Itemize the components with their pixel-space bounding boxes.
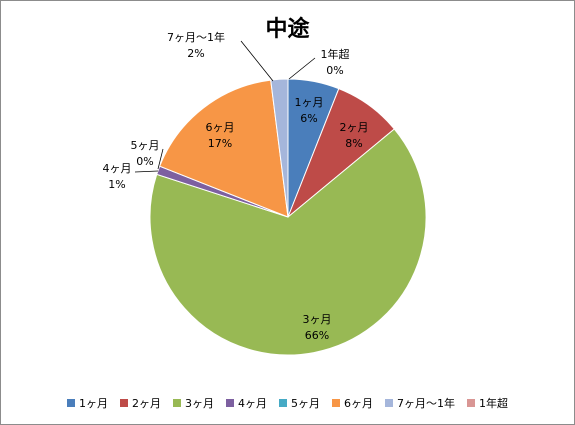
legend-item-6: 6ヶ月	[332, 395, 373, 411]
legend-swatch-7	[385, 399, 393, 407]
data-label-percent-1: 6%	[300, 112, 317, 125]
pie-slice-6	[159, 79, 289, 218]
legend-swatch-1	[67, 399, 75, 407]
data-label-category-5: 5ヶ月	[131, 139, 160, 152]
legend-swatch-3	[173, 399, 181, 407]
pie-slice-3	[149, 128, 427, 356]
legend-swatch-8	[467, 399, 475, 407]
data-label-category-7: 7ヶ月～1年	[167, 30, 225, 44]
legend-item-1: 1ヶ月	[67, 395, 108, 411]
leader-line-8	[288, 57, 316, 80]
legend-swatch-6	[332, 399, 340, 407]
data-label-percent-4: 1%	[108, 178, 125, 191]
legend: 1ヶ月 2ヶ月 3ヶ月 4ヶ月 5ヶ月 6ヶ月 7ヶ月～1年 1年超	[1, 395, 574, 411]
legend-item-8: 1年超	[467, 395, 508, 411]
data-label-category-3: 3ヶ月	[303, 313, 332, 326]
legend-label-7: 7ヶ月～1年	[397, 397, 455, 410]
data-label-category-6: 6ヶ月	[206, 121, 235, 134]
legend-label-3: 3ヶ月	[185, 397, 214, 410]
data-label-category-1: 1ヶ月	[295, 96, 324, 109]
legend-item-4: 4ヶ月	[226, 395, 267, 411]
data-label-percent-5: 0%	[136, 155, 153, 168]
data-label-percent-7: 2%	[187, 47, 204, 60]
legend-swatch-5	[279, 399, 287, 407]
data-label-percent-2: 8%	[345, 137, 362, 150]
legend-item-7: 7ヶ月～1年	[385, 395, 455, 411]
legend-label-2: 2ヶ月	[132, 397, 161, 410]
leader-line-7	[240, 40, 274, 82]
data-label-category-8: 1年超	[321, 47, 350, 61]
legend-swatch-4	[226, 399, 234, 407]
chart-title: 中途	[265, 17, 310, 42]
legend-label-4: 4ヶ月	[238, 397, 267, 410]
legend-label-5: 5ヶ月	[291, 397, 320, 410]
legend-label-1: 1ヶ月	[79, 397, 108, 410]
leader-line-5	[157, 148, 164, 170]
leader-line-4	[134, 170, 159, 173]
data-label-category-2: 2ヶ月	[340, 121, 369, 134]
legend-label-8: 1年超	[479, 397, 508, 410]
legend-item-3: 3ヶ月	[173, 395, 214, 411]
data-label-percent-8: 0%	[326, 64, 343, 77]
legend-item-5: 5ヶ月	[279, 395, 320, 411]
data-label-percent-3: 66%	[305, 329, 329, 342]
legend-swatch-2	[120, 399, 128, 407]
data-label-category-4: 4ヶ月	[103, 162, 132, 175]
data-label-percent-6: 17%	[208, 137, 232, 150]
pie-slice-7	[270, 78, 289, 218]
legend-label-6: 6ヶ月	[344, 397, 373, 410]
legend-item-2: 2ヶ月	[120, 395, 161, 411]
